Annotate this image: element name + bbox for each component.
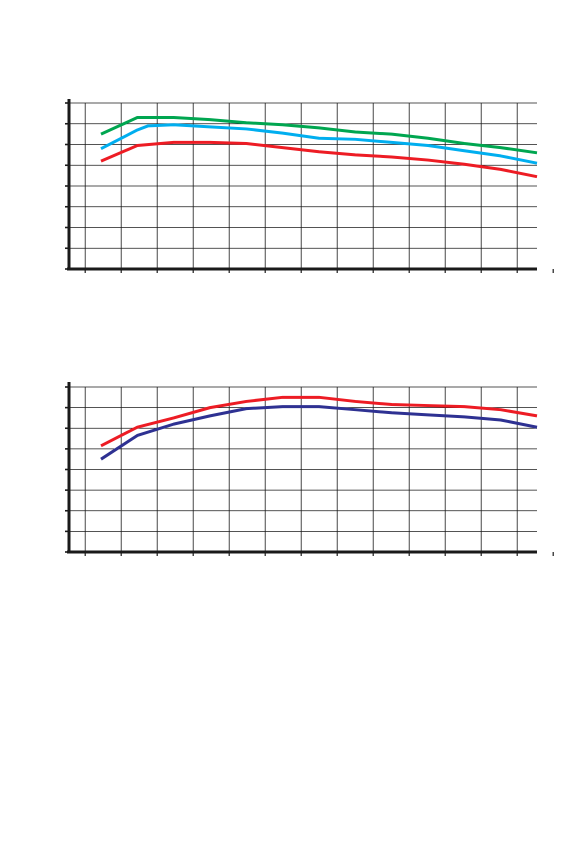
chart-top [65,99,554,273]
series-line-0 [100,395,538,448]
series-line-0 [100,116,538,155]
chart-bottom [65,382,554,556]
series-line-2 [100,140,538,179]
series-line-1 [100,405,538,461]
series-line-1 [100,123,538,165]
